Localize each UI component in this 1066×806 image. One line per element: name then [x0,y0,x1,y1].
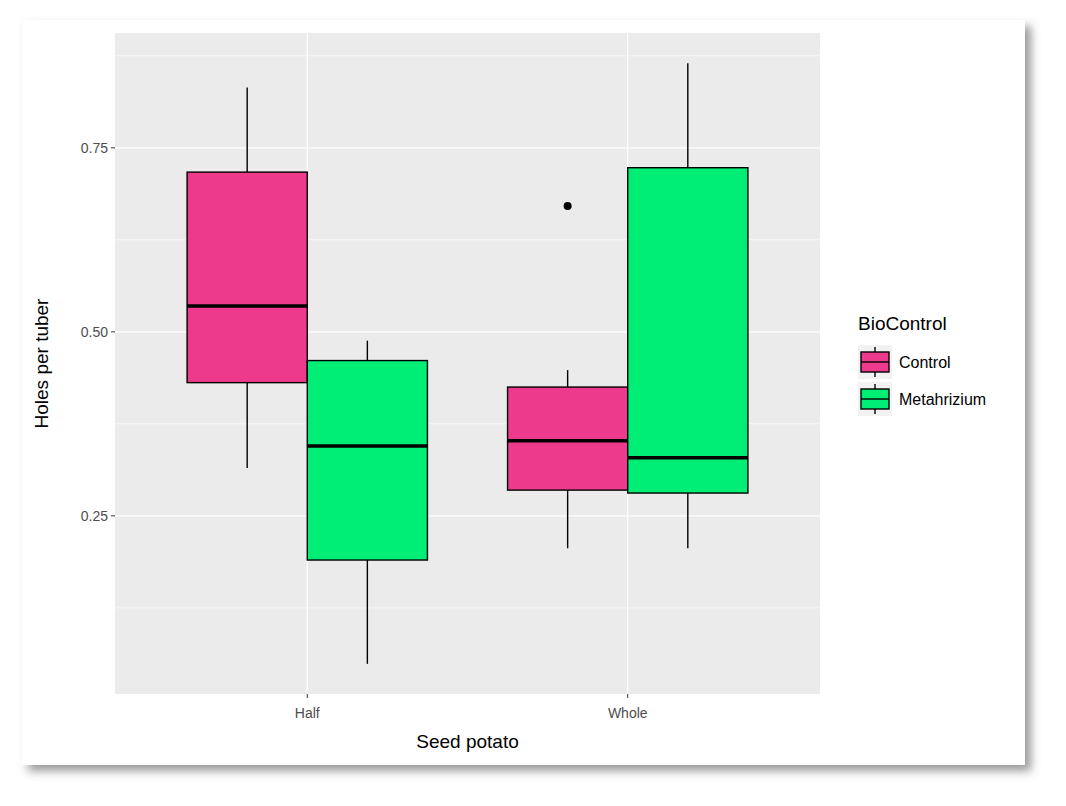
median [187,304,307,308]
y-tick [111,515,115,516]
x-tick [627,694,628,698]
box [307,361,427,560]
box [628,168,748,493]
lower-whisker [567,490,568,548]
card [22,20,1025,765]
boxes [187,63,748,664]
legend-label: Metahrizium [899,391,986,408]
grid-line [115,515,820,516]
median [628,456,748,460]
y-tick-label: 0.25 [81,508,108,524]
y-tick [111,147,115,148]
outlier [564,202,572,210]
upper-whisker [687,63,688,168]
legend-key-median [861,398,889,399]
lower-whisker [246,383,247,468]
box [508,387,628,490]
legend-key-median [861,361,889,362]
x-tick [307,694,308,698]
y-tick-label: 0.75 [81,140,108,156]
x-axis-title: Seed potato [416,731,518,752]
y-tick [111,331,115,332]
legend-key [861,389,889,409]
y-axis-title: Holes per tuber [31,298,52,429]
legend-key-bg [858,345,892,379]
upper-whisker [567,370,568,387]
legend-key [861,352,889,372]
grid-line [115,147,820,148]
lower-whisker [367,560,368,664]
median [307,444,427,448]
legend-key-bg [858,382,892,416]
legend-label: Control [899,354,951,371]
median [508,439,628,443]
y-tick-label: 0.50 [81,324,108,340]
plot-panel [115,33,820,694]
box [187,172,307,383]
x-tick-label: Whole [608,705,648,721]
minor-grid-line [115,607,820,608]
minor-grid-line [115,55,820,56]
chart: 0.25 0.50 0.75 Half Whole Seed potato Holes pe… [0,0,1066,806]
x-tick-label: Half [295,705,320,721]
legend-title: BioControl [858,313,947,334]
upper-whisker [367,341,368,361]
upper-whisker [246,87,247,172]
lower-whisker [687,493,688,548]
